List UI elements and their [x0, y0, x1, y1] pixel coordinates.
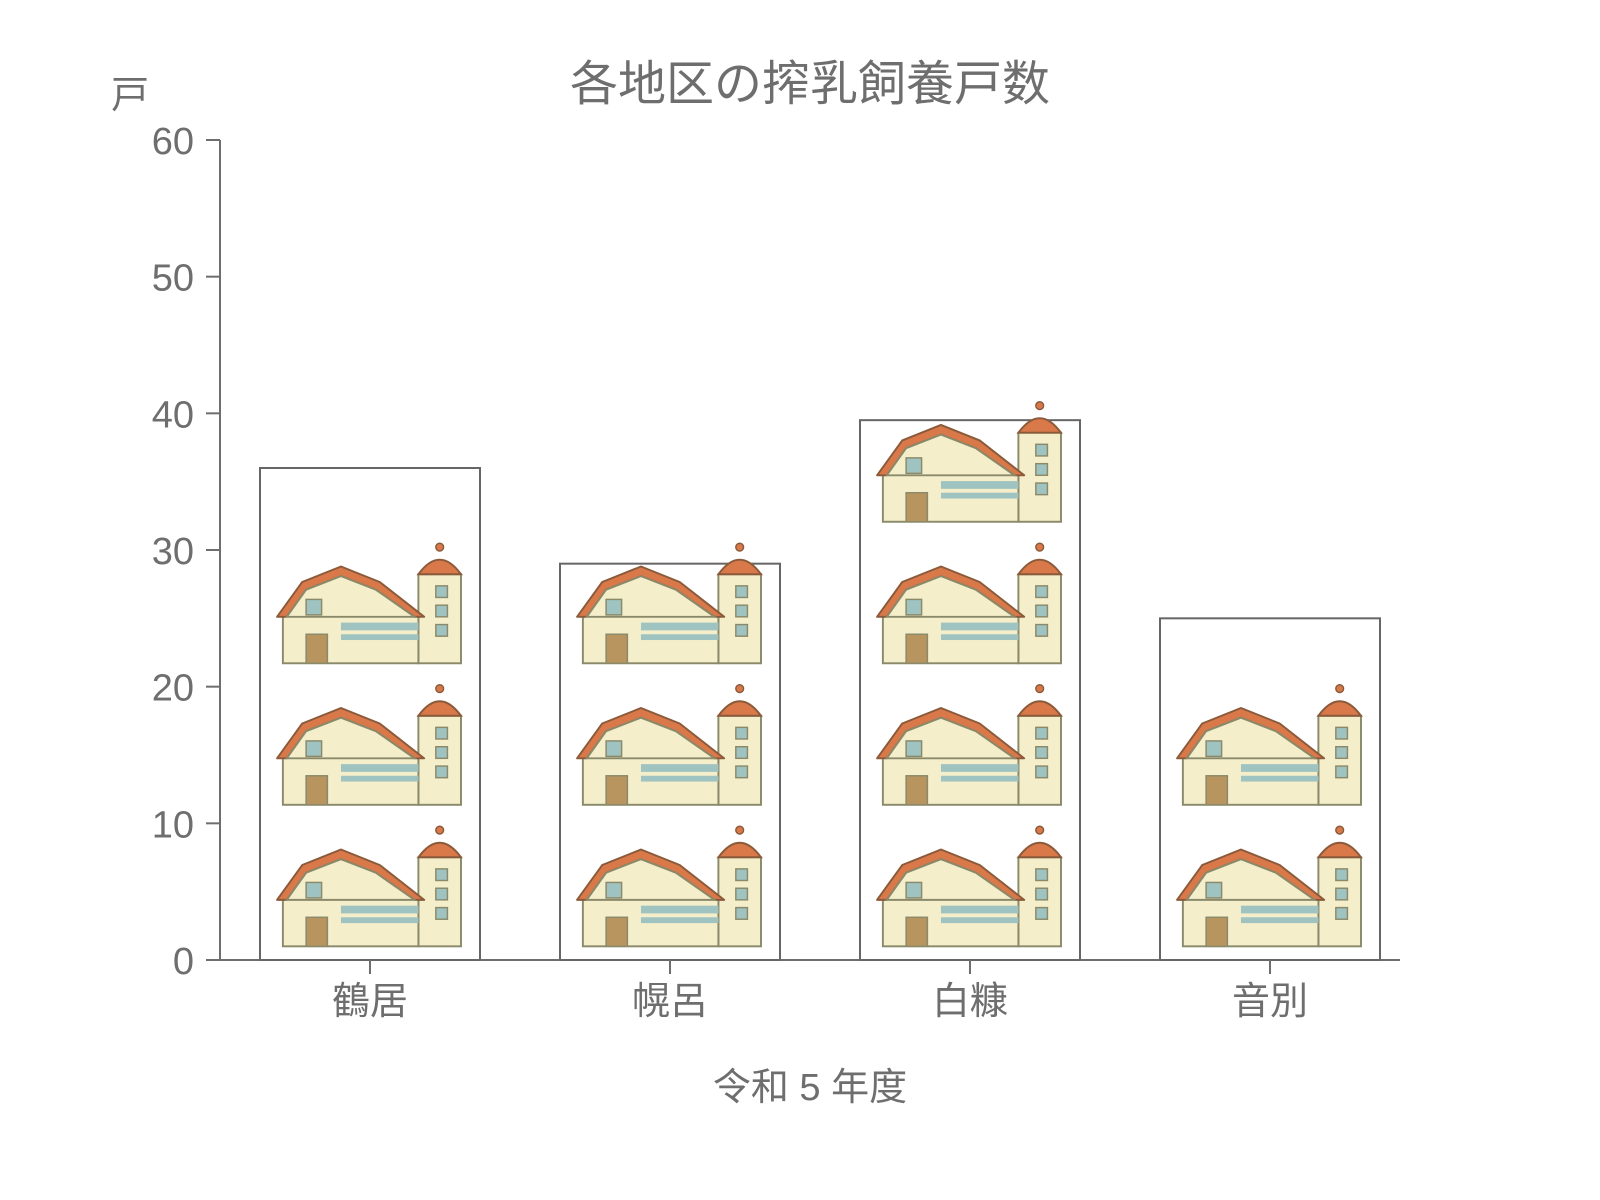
y-tick-label: 10: [152, 804, 194, 846]
y-tick-label: 40: [152, 394, 194, 436]
chart-bg: [0, 0, 1600, 1200]
chart-container: 各地区の搾乳飼養戸数 戸 0 10 20 30 40 50 60 鶴居 幌呂 白糠 音別令和 5 年度: [0, 0, 1600, 1200]
x-subtitle: 令和 5 年度: [713, 1067, 907, 1109]
y-tick-label: 20: [152, 668, 194, 710]
y-unit-label: 戸: [111, 75, 149, 117]
y-tick-label: 60: [152, 121, 194, 163]
chart-title: 各地区の搾乳飼養戸数: [570, 58, 1050, 111]
category-label: 幌呂: [632, 981, 708, 1023]
category-label: 鶴居: [332, 981, 408, 1023]
category-label: 白糠: [932, 981, 1008, 1023]
bar-chart: 各地区の搾乳飼養戸数 戸 0 10 20 30 40 50 60 鶴居 幌呂 白糠 音別令和 5 年度: [0, 0, 1600, 1200]
y-tick-label: 0: [173, 941, 194, 983]
y-tick-label: 30: [152, 531, 194, 573]
category-label: 音別: [1232, 981, 1308, 1023]
y-tick-label: 50: [152, 258, 194, 300]
